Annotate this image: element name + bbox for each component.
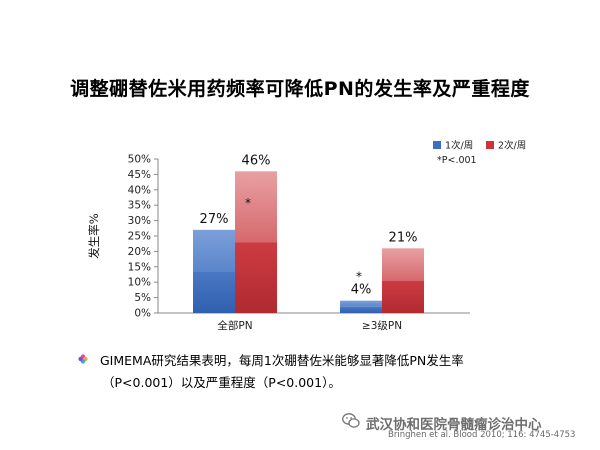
- y-axis-label: 发生率%: [87, 213, 101, 258]
- y-tick-label: 20%: [128, 246, 151, 258]
- y-tick-label: 25%: [128, 231, 151, 243]
- significance-note: *P<.001: [437, 155, 477, 166]
- legend-label: 1次/周: [445, 140, 473, 152]
- bullet-text-line2: （P<0.001）以及严重程度（P<0.001）。: [102, 375, 341, 390]
- y-tick-label: 10%: [128, 277, 151, 289]
- data-label: 21%: [389, 230, 418, 245]
- y-tick-label: 5%: [134, 292, 151, 304]
- y-tick-label: 40%: [128, 184, 151, 196]
- data-label: 27%: [200, 212, 229, 227]
- y-tick-label: 0%: [134, 308, 151, 320]
- y-tick-label: 15%: [128, 261, 151, 273]
- y-tick-label: 45%: [128, 169, 151, 181]
- significance-marker: *: [356, 270, 362, 284]
- bar-twice-weekly-upper: [235, 171, 277, 243]
- bar-weekly-lower: [340, 306, 382, 313]
- flower-bullet-icon: [78, 354, 88, 364]
- data-label: 4%: [351, 283, 372, 298]
- bar-weekly-upper: [340, 300, 382, 307]
- legend-label: 2次/周: [498, 140, 526, 152]
- data-label: 46%: [242, 153, 271, 168]
- y-tick-label: 30%: [128, 215, 151, 227]
- bullet-text-line1: GIMEMA研究结果表明，每周1次硼替佐米能够显著降低PN发生率: [100, 353, 464, 368]
- bar-weekly-lower: [193, 271, 235, 313]
- y-tick-label: 35%: [128, 200, 151, 212]
- bar-twice-weekly-lower: [382, 280, 424, 313]
- slide-title: 调整硼替佐米用药频率可降低PN的发生率及严重程度: [70, 78, 530, 100]
- bar-weekly-upper: [193, 229, 235, 272]
- bar-twice-weekly-upper: [382, 248, 424, 281]
- x-tick-label: 全部PN: [217, 319, 252, 332]
- x-tick-label: ≥3级PN: [362, 320, 402, 332]
- legend-swatch: [433, 141, 441, 149]
- y-tick-label: 50%: [128, 154, 151, 166]
- wechat-icon: [342, 413, 360, 428]
- watermark: 武汉协和医院骨髓瘤诊治中心: [366, 417, 542, 433]
- citation: Bringhen et al. Blood 2010; 116: 4745-47…: [388, 430, 576, 440]
- significance-marker: *: [245, 196, 251, 210]
- bar-twice-weekly-lower: [235, 242, 277, 313]
- legend-swatch: [486, 141, 494, 149]
